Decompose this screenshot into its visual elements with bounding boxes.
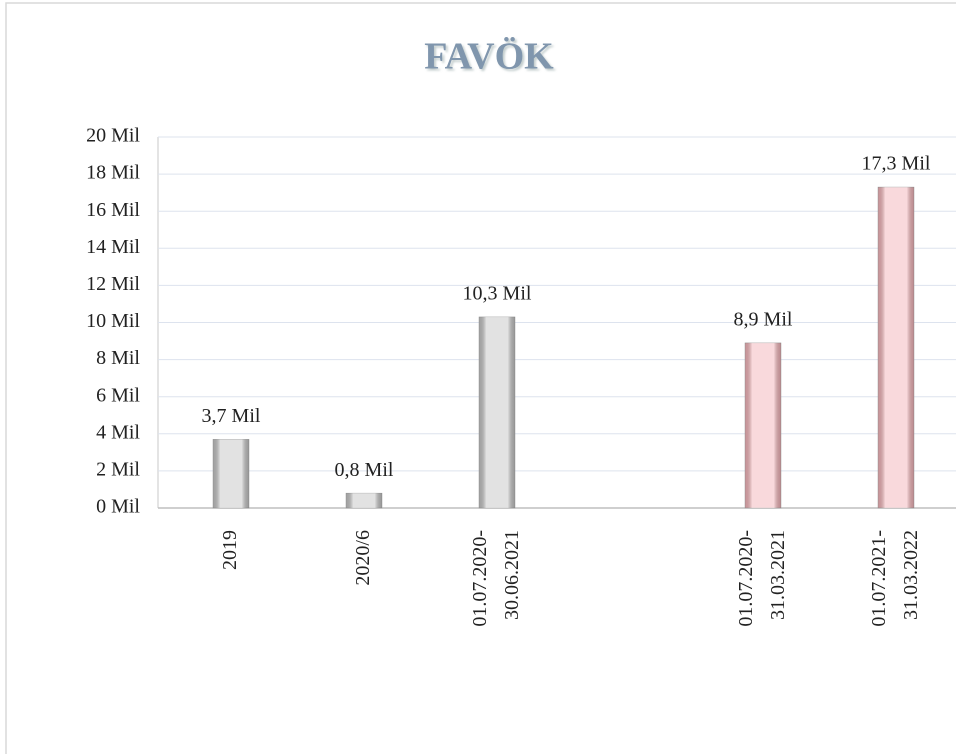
y-tick-label: 16 Mil (86, 199, 140, 221)
data-label: 10,3 Mil (463, 283, 532, 305)
x-tick-label: 2019 (219, 530, 241, 570)
y-tick-label: 2 Mil (96, 458, 140, 480)
x-tick-label: 01.07.2021- 31.03.2022 (868, 530, 922, 627)
x-tick-label: 01.07.2020- 30.06.2021 (469, 530, 523, 627)
y-tick-label: 20 Mil (86, 125, 140, 147)
data-label: 17,3 Mil (862, 153, 931, 175)
y-tick-label: 0 Mil (96, 496, 140, 518)
y-tick-label: 12 Mil (86, 273, 140, 295)
chart-title: FAVÖK (424, 36, 554, 78)
chart-border (5, 2, 956, 754)
bar-shine (878, 187, 914, 508)
y-tick-label: 4 Mil (96, 421, 140, 443)
bar-shine (346, 493, 382, 508)
x-tick-label: 2020/6 (352, 530, 374, 586)
y-tick-label: 18 Mil (86, 162, 140, 184)
data-label: 3,7 Mil (202, 405, 261, 427)
y-tick-label: 10 Mil (86, 310, 140, 332)
y-tick-label: 6 Mil (96, 384, 140, 406)
bar-shine (213, 439, 249, 508)
bar-shine (745, 342, 781, 508)
y-tick-label: 14 Mil (86, 236, 140, 258)
y-tick-label: 8 Mil (96, 347, 140, 369)
data-label: 0,8 Mil (335, 459, 394, 481)
bar-shine (479, 316, 515, 508)
x-tick-label: 01.07.2020- 31.03.2021 (735, 530, 789, 627)
data-label: 8,9 Mil (734, 308, 793, 330)
